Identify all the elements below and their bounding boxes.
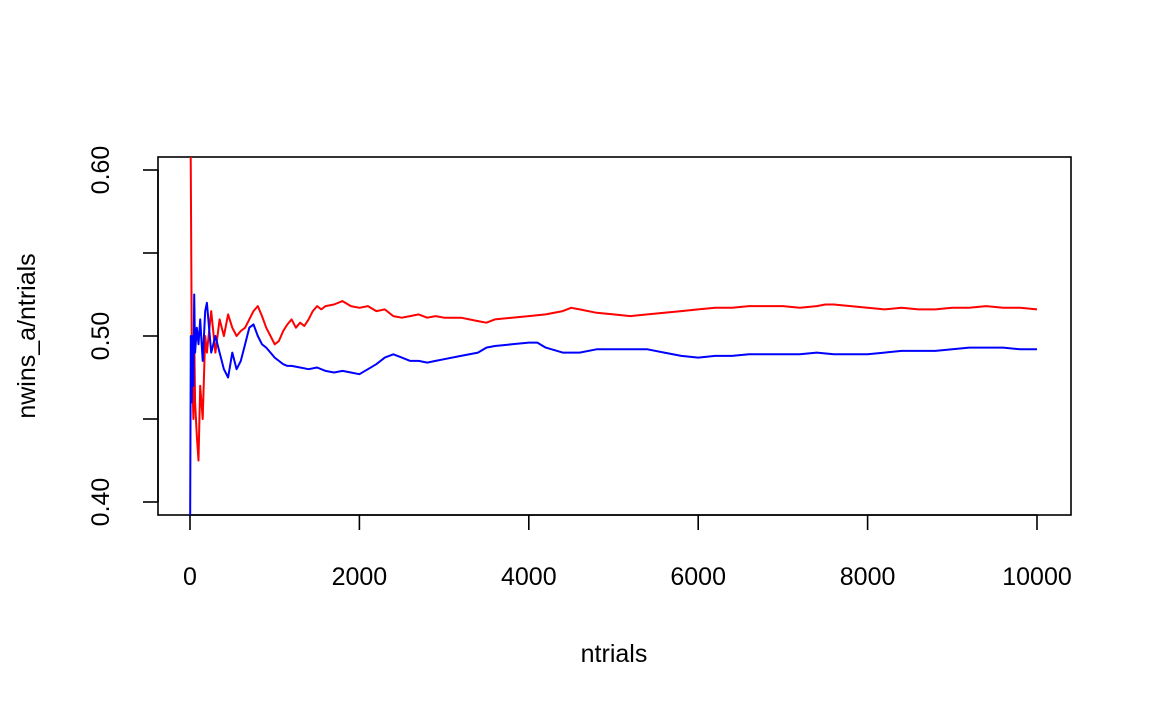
- y-axis: 0.40 0.50 0.60: [87, 146, 159, 527]
- x-tick-label: 2000: [332, 563, 388, 591]
- y-tick-label: 0.40: [87, 478, 115, 527]
- x-tick-label: 6000: [670, 563, 726, 591]
- plot-frame: [157, 156, 1072, 516]
- y-axis-label: nwins_a/ntrials: [13, 253, 41, 418]
- y-tick-label: 0.60: [87, 146, 115, 195]
- x-axis: 0 2000 4000 6000 8000 10000: [183, 514, 1072, 591]
- y-tick-label: 0.50: [87, 312, 115, 361]
- x-axis-label: ntrials: [581, 640, 648, 668]
- x-tick-label: 4000: [501, 563, 557, 591]
- series-line-2: [189, 293, 1037, 515]
- x-tick-label: 10000: [1002, 563, 1072, 591]
- series-line-1: [189, 157, 1038, 462]
- x-tick-label: 8000: [840, 563, 896, 591]
- series-group: [189, 157, 1038, 515]
- x-tick-label: 0: [183, 563, 197, 591]
